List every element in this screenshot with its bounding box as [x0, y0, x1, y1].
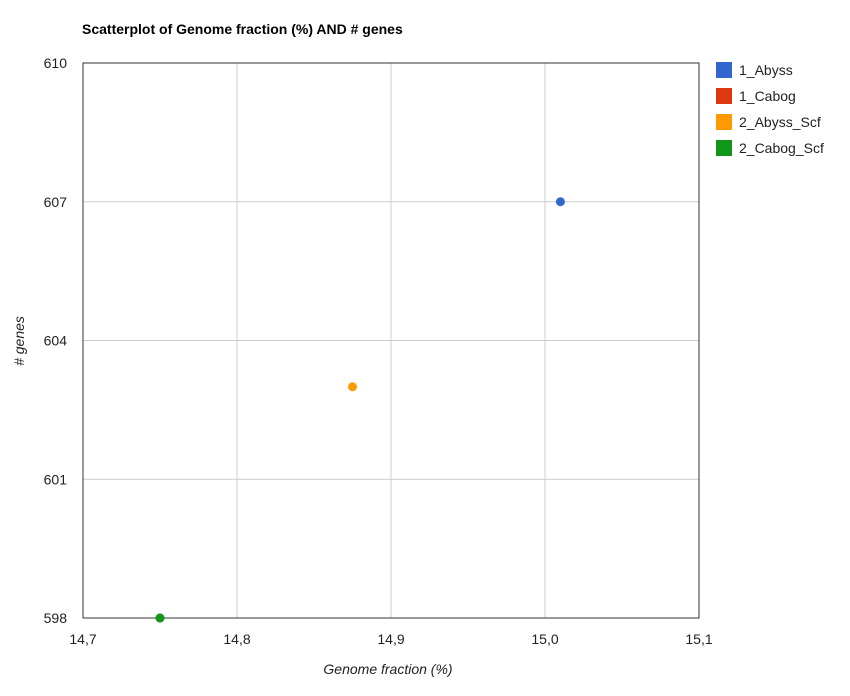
- x-axis-label: Genome fraction (%): [323, 661, 452, 677]
- y-tick-label: 604: [44, 333, 68, 349]
- x-tick-label: 15,0: [531, 631, 558, 647]
- legend-swatch: [716, 140, 732, 156]
- y-tick-label: 598: [44, 610, 68, 626]
- data-point-2_cabog_scf: [155, 613, 165, 623]
- y-tick-label: 610: [44, 55, 68, 71]
- legend-label: 2_Cabog_Scf: [739, 140, 824, 156]
- legend-swatch: [716, 88, 732, 104]
- data-point-1_abyss: [555, 197, 565, 207]
- grid-lines: [82, 62, 700, 619]
- legend: 1_Abyss 1_Cabog 2_Abyss_Scf 2_Cabog_Scf: [716, 62, 824, 156]
- x-tick-label: 14,7: [69, 631, 96, 647]
- data-point-2_abyss_scf: [348, 382, 357, 392]
- y-axis-label: # genes: [11, 316, 27, 366]
- chart-title: Scatterplot of Genome fraction (%) AND #…: [82, 21, 403, 37]
- y-tick-label: 601: [44, 471, 68, 487]
- x-tick-label: 15,1: [685, 631, 712, 647]
- y-tick-label: 607: [44, 194, 68, 210]
- x-tick-label: 14,8: [223, 631, 250, 647]
- x-tick-label: 14,9: [377, 631, 404, 647]
- legend-swatch: [716, 114, 732, 130]
- legend-swatch: [716, 62, 732, 78]
- legend-label: 1_Cabog: [739, 88, 796, 104]
- data-points: [155, 197, 565, 623]
- legend-label: 2_Abyss_Scf: [739, 114, 821, 130]
- legend-label: 1_Abyss: [739, 62, 793, 78]
- plot-area: [82, 62, 700, 619]
- x-axis-ticks: 14,7 14,8 14,9 15,0 15,1: [69, 631, 712, 647]
- y-axis-ticks: 598 601 604 607 610: [44, 55, 68, 626]
